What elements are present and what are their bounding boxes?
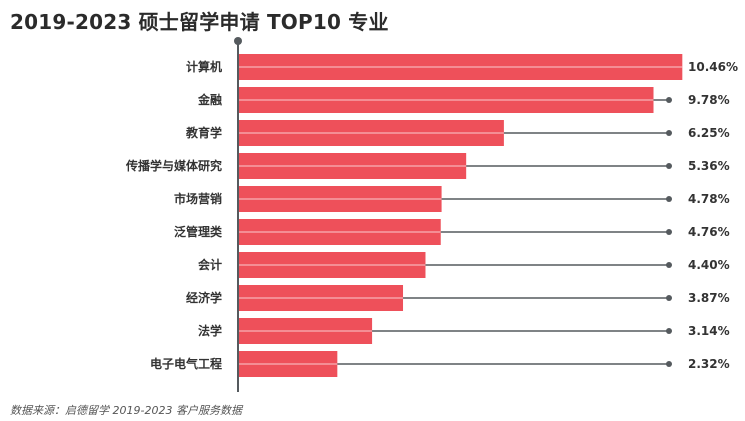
bar-highlight <box>239 231 441 233</box>
value-label: 9.78% <box>688 93 730 107</box>
bar-highlight <box>239 99 654 101</box>
leader-end-dot <box>666 361 672 367</box>
leader-end-dot <box>666 163 672 169</box>
category-label: 计算机 <box>186 59 222 74</box>
bar-highlight <box>239 363 338 365</box>
bar-highlight <box>239 132 504 134</box>
category-label: 传播学与媒体研究 <box>125 158 222 173</box>
bar-highlight <box>239 66 683 68</box>
chart-title: 2019-2023 硕士留学申请 TOP10 专业 <box>10 10 389 34</box>
bar-highlight <box>239 264 426 266</box>
value-label: 4.78% <box>688 192 730 206</box>
category-label: 金融 <box>197 92 222 107</box>
bar-highlight <box>239 297 404 299</box>
bar-highlight <box>239 165 467 167</box>
y-axis-top-marker <box>234 37 242 45</box>
value-label: 4.76% <box>688 225 730 239</box>
category-label: 经济学 <box>186 290 222 305</box>
category-label: 市场营销 <box>174 191 222 206</box>
bar-highlight <box>239 330 373 332</box>
data-source-note: 数据来源：启德留学 2019-2023 客户服务数据 <box>10 404 242 417</box>
value-label: 5.36% <box>688 159 730 173</box>
category-label: 会计 <box>198 257 222 272</box>
category-label: 电子电气工程 <box>150 356 222 371</box>
leader-end-dot <box>666 196 672 202</box>
leader-end-dot <box>666 130 672 136</box>
value-label: 10.46% <box>688 60 738 74</box>
value-label: 2.32% <box>688 357 730 371</box>
value-label: 4.40% <box>688 258 730 272</box>
category-label: 泛管理类 <box>174 224 223 239</box>
leader-end-dot <box>666 262 672 268</box>
value-label: 3.14% <box>688 324 730 338</box>
category-label: 法学 <box>198 323 222 338</box>
leader-end-dot <box>666 229 672 235</box>
leader-end-dot <box>666 328 672 334</box>
leader-end-dot <box>666 97 672 103</box>
value-label: 6.25% <box>688 126 730 140</box>
leader-end-dot <box>666 295 672 301</box>
bar-highlight <box>239 198 442 200</box>
value-label: 3.87% <box>688 291 730 305</box>
category-label: 教育学 <box>185 125 222 140</box>
